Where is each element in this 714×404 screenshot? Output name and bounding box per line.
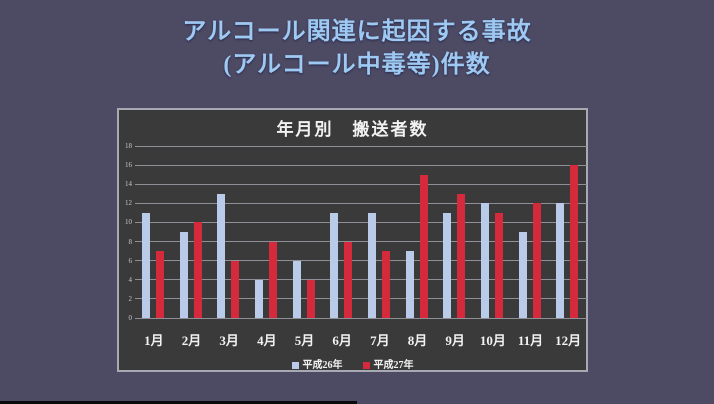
- x-tick-label: 10月: [479, 333, 506, 348]
- bar-平成26年-10月: [481, 203, 489, 318]
- bar-平成27年-11月: [532, 203, 541, 318]
- bottom-letterbox-strip: [0, 401, 357, 404]
- bar-平成26年-8月: [405, 251, 414, 318]
- bar-平成27年-9月: [457, 193, 466, 318]
- gridline: [135, 317, 587, 319]
- bar-平成26年-12月: [556, 203, 565, 318]
- gridline: [135, 183, 587, 185]
- x-tick-label: 6月: [332, 333, 352, 348]
- slide-title-line2: (アルコール中毒等)件数: [223, 52, 491, 78]
- x-tick-label: 3月: [219, 333, 239, 348]
- y-tick-label: 14: [125, 180, 132, 189]
- x-tick-label: 12月: [555, 333, 582, 348]
- bar-平成27年-2月: [193, 222, 202, 318]
- x-tick-label: 5月: [294, 333, 315, 348]
- legend-item-h26: 平成26年: [291, 356, 343, 371]
- y-tick-label: 10: [125, 218, 132, 227]
- y-tick-label: 2: [128, 294, 133, 303]
- gridline: [135, 221, 587, 223]
- bar-平成27年-1月: [156, 251, 164, 318]
- gridline: [135, 298, 587, 300]
- legend-label-h26: 平成26年: [302, 359, 343, 371]
- x-tick-label: 1月: [144, 333, 164, 348]
- y-tick-label: 0: [128, 314, 133, 322]
- slide-title: アルコール関連に起因する事故 (アルコール中毒等)件数: [0, 16, 714, 82]
- plot-area: [135, 145, 587, 319]
- bar-平成27年-6月: [344, 241, 353, 318]
- x-tick-label: 7月: [370, 333, 390, 348]
- gridline: [135, 164, 587, 166]
- chart-panel: 年月別 搬送者数 0 2 4 6 8 10 12 14 16 18 1月 2月 3月 4月 5月 6月 7月 8…: [117, 108, 588, 372]
- legend-swatch-h27: [362, 362, 370, 370]
- y-tick-label: 4: [128, 275, 133, 284]
- bar-平成26年-5月: [292, 260, 301, 318]
- legend-swatch-h26: [291, 362, 299, 370]
- x-tick-label: 11月: [517, 333, 544, 348]
- bar-平成27年-10月: [495, 212, 503, 318]
- bar-平成26年-3月: [217, 193, 226, 318]
- y-tick-label: 8: [128, 237, 133, 246]
- bar-平成26年-6月: [330, 212, 339, 318]
- bar-平成27年-4月: [269, 241, 277, 318]
- bar-平成27年-3月: [231, 260, 240, 318]
- legend: 平成26年 平成27年: [119, 354, 586, 372]
- bar-平成26年-7月: [368, 212, 376, 318]
- gridline: [135, 241, 587, 243]
- gridline: [135, 145, 587, 147]
- chart-title: 年月別 搬送者数: [276, 120, 429, 139]
- gridline: [135, 202, 587, 204]
- bar-平成27年-12月: [570, 165, 579, 318]
- bar-平成27年-5月: [306, 279, 315, 318]
- legend-item-h27: 平成27年: [362, 356, 414, 371]
- y-tick-label: 16: [125, 161, 132, 170]
- bar-平成27年-8月: [419, 174, 428, 318]
- bar-平成26年-9月: [443, 212, 452, 318]
- bar-平成26年-4月: [255, 279, 263, 318]
- bar-平成26年-2月: [179, 232, 188, 318]
- x-tick-label: 2月: [181, 333, 202, 348]
- bar-平成27年-7月: [382, 251, 390, 318]
- y-tick-label: 12: [125, 199, 132, 208]
- x-tick-label: 9月: [445, 333, 465, 348]
- legend-label-h27: 平成27年: [373, 359, 414, 371]
- gridline: [135, 260, 587, 262]
- y-axis-labels: 0 2 4 6 8 10 12 14 16 18: [119, 142, 133, 322]
- y-tick-label: 18: [125, 142, 132, 150]
- x-tick-label: 8月: [407, 333, 428, 348]
- x-axis-labels: 1月 2月 3月 4月 5月 6月 7月 8月 9月 10月 11月 12月: [135, 330, 587, 348]
- bar-平成26年-1月: [142, 212, 150, 318]
- y-tick-label: 6: [128, 256, 133, 265]
- bar-平成26年-11月: [518, 232, 527, 318]
- gridline: [135, 279, 587, 281]
- slide-title-line1: アルコール関連に起因する事故: [182, 19, 532, 45]
- x-tick-label: 4月: [257, 333, 277, 348]
